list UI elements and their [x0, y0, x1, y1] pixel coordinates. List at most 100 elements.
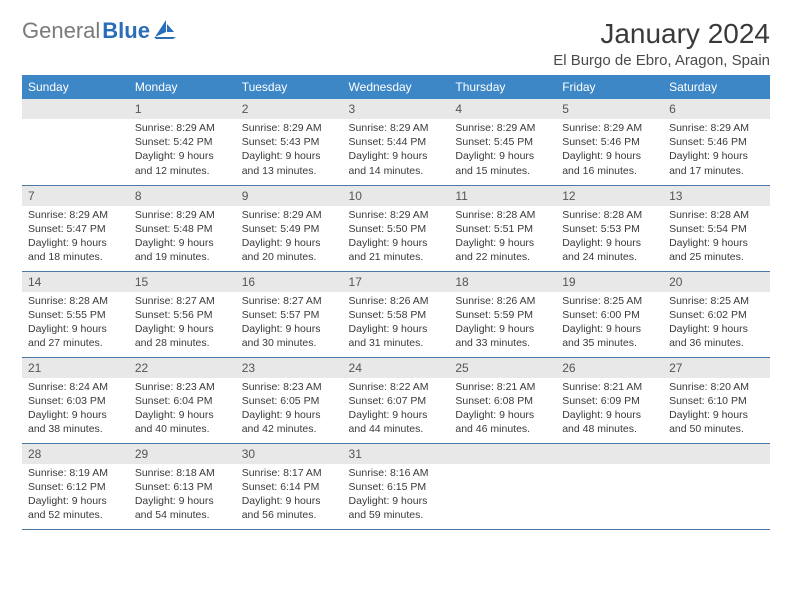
day-line: Sunrise: 8:27 AM: [135, 294, 230, 308]
day-number: 6: [663, 99, 770, 119]
day-content: Sunrise: 8:29 AMSunset: 5:42 PMDaylight:…: [129, 119, 236, 182]
day-line: Sunset: 5:50 PM: [349, 222, 444, 236]
calendar-cell: 22Sunrise: 8:23 AMSunset: 6:04 PMDayligh…: [129, 357, 236, 443]
day-number: 3: [343, 99, 450, 119]
day-line: and 12 minutes.: [135, 164, 230, 178]
day-number: 14: [22, 272, 129, 292]
day-line: Sunset: 6:02 PM: [669, 308, 764, 322]
weekday-header: Wednesday: [343, 75, 450, 99]
day-line: Daylight: 9 hours: [349, 322, 444, 336]
day-number: 17: [343, 272, 450, 292]
day-content: Sunrise: 8:29 AMSunset: 5:47 PMDaylight:…: [22, 206, 129, 269]
weekday-header: Monday: [129, 75, 236, 99]
day-content: Sunrise: 8:29 AMSunset: 5:46 PMDaylight:…: [663, 119, 770, 182]
day-line: and 27 minutes.: [28, 336, 123, 350]
day-line: Sunrise: 8:24 AM: [28, 380, 123, 394]
day-content: Sunrise: 8:16 AMSunset: 6:15 PMDaylight:…: [343, 464, 450, 527]
sail-icon: [154, 19, 176, 44]
calendar-cell: 26Sunrise: 8:21 AMSunset: 6:09 PMDayligh…: [556, 357, 663, 443]
calendar-cell: 24Sunrise: 8:22 AMSunset: 6:07 PMDayligh…: [343, 357, 450, 443]
day-number: 12: [556, 186, 663, 206]
calendar-cell: 13Sunrise: 8:28 AMSunset: 5:54 PMDayligh…: [663, 185, 770, 271]
day-line: Sunrise: 8:29 AM: [349, 208, 444, 222]
day-line: and 33 minutes.: [455, 336, 550, 350]
weekday-header: Thursday: [449, 75, 556, 99]
day-content: Sunrise: 8:26 AMSunset: 5:59 PMDaylight:…: [449, 292, 556, 355]
day-number: 7: [22, 186, 129, 206]
month-title: January 2024: [553, 18, 770, 50]
calendar-cell: 18Sunrise: 8:26 AMSunset: 5:59 PMDayligh…: [449, 271, 556, 357]
day-content: Sunrise: 8:20 AMSunset: 6:10 PMDaylight:…: [663, 378, 770, 441]
location: El Burgo de Ebro, Aragon, Spain: [553, 52, 770, 69]
calendar-cell: 1Sunrise: 8:29 AMSunset: 5:42 PMDaylight…: [129, 99, 236, 185]
day-content: Sunrise: 8:28 AMSunset: 5:53 PMDaylight:…: [556, 206, 663, 269]
calendar-cell: 30Sunrise: 8:17 AMSunset: 6:14 PMDayligh…: [236, 443, 343, 529]
day-line: Sunset: 6:04 PM: [135, 394, 230, 408]
day-line: Sunrise: 8:29 AM: [455, 121, 550, 135]
day-line: Daylight: 9 hours: [455, 408, 550, 422]
day-line: Sunrise: 8:29 AM: [562, 121, 657, 135]
day-content: Sunrise: 8:19 AMSunset: 6:12 PMDaylight:…: [22, 464, 129, 527]
calendar-table: Sunday Monday Tuesday Wednesday Thursday…: [22, 75, 770, 530]
day-number: 21: [22, 358, 129, 378]
day-line: and 30 minutes.: [242, 336, 337, 350]
day-line: and 15 minutes.: [455, 164, 550, 178]
day-line: Daylight: 9 hours: [28, 236, 123, 250]
day-content: Sunrise: 8:21 AMSunset: 6:08 PMDaylight:…: [449, 378, 556, 441]
day-line: Daylight: 9 hours: [562, 322, 657, 336]
day-line: Daylight: 9 hours: [28, 408, 123, 422]
day-content: Sunrise: 8:18 AMSunset: 6:13 PMDaylight:…: [129, 464, 236, 527]
day-line: Sunset: 5:56 PM: [135, 308, 230, 322]
calendar-cell: 29Sunrise: 8:18 AMSunset: 6:13 PMDayligh…: [129, 443, 236, 529]
day-line: Sunset: 5:46 PM: [562, 135, 657, 149]
calendar-cell: [22, 99, 129, 185]
day-number: 23: [236, 358, 343, 378]
day-line: Sunrise: 8:21 AM: [455, 380, 550, 394]
day-number: 11: [449, 186, 556, 206]
day-line: and 24 minutes.: [562, 250, 657, 264]
day-line: Sunrise: 8:28 AM: [455, 208, 550, 222]
day-line: Sunrise: 8:26 AM: [349, 294, 444, 308]
day-line: Sunrise: 8:29 AM: [349, 121, 444, 135]
day-line: Sunrise: 8:25 AM: [562, 294, 657, 308]
day-line: and 56 minutes.: [242, 508, 337, 522]
day-content: Sunrise: 8:24 AMSunset: 6:03 PMDaylight:…: [22, 378, 129, 441]
day-line: Sunset: 5:45 PM: [455, 135, 550, 149]
day-number: 15: [129, 272, 236, 292]
calendar-cell: 7Sunrise: 8:29 AMSunset: 5:47 PMDaylight…: [22, 185, 129, 271]
day-line: Sunrise: 8:19 AM: [28, 466, 123, 480]
calendar-cell: 31Sunrise: 8:16 AMSunset: 6:15 PMDayligh…: [343, 443, 450, 529]
day-line: Sunset: 6:10 PM: [669, 394, 764, 408]
day-line: Sunset: 5:44 PM: [349, 135, 444, 149]
day-line: Sunset: 5:51 PM: [455, 222, 550, 236]
calendar-cell: 16Sunrise: 8:27 AMSunset: 5:57 PMDayligh…: [236, 271, 343, 357]
calendar-cell: [556, 443, 663, 529]
day-number: 4: [449, 99, 556, 119]
day-line: Daylight: 9 hours: [242, 408, 337, 422]
weekday-header: Saturday: [663, 75, 770, 99]
day-content: Sunrise: 8:25 AMSunset: 6:00 PMDaylight:…: [556, 292, 663, 355]
day-number: 28: [22, 444, 129, 464]
day-line: Sunrise: 8:22 AM: [349, 380, 444, 394]
day-line: and 40 minutes.: [135, 422, 230, 436]
day-line: and 28 minutes.: [135, 336, 230, 350]
day-line: Sunset: 6:03 PM: [28, 394, 123, 408]
day-content: Sunrise: 8:28 AMSunset: 5:54 PMDaylight:…: [663, 206, 770, 269]
day-line: Sunset: 5:43 PM: [242, 135, 337, 149]
day-line: Sunrise: 8:20 AM: [669, 380, 764, 394]
day-line: Sunrise: 8:27 AM: [242, 294, 337, 308]
day-line: Sunset: 5:57 PM: [242, 308, 337, 322]
day-line: Daylight: 9 hours: [349, 236, 444, 250]
day-number: 24: [343, 358, 450, 378]
day-line: Sunrise: 8:17 AM: [242, 466, 337, 480]
day-line: Sunrise: 8:29 AM: [135, 208, 230, 222]
day-line: Sunset: 5:49 PM: [242, 222, 337, 236]
calendar-cell: 15Sunrise: 8:27 AMSunset: 5:56 PMDayligh…: [129, 271, 236, 357]
day-line: Daylight: 9 hours: [455, 236, 550, 250]
logo-text-gray: General: [22, 18, 100, 44]
calendar-cell: 20Sunrise: 8:25 AMSunset: 6:02 PMDayligh…: [663, 271, 770, 357]
day-line: Daylight: 9 hours: [242, 236, 337, 250]
day-line: Daylight: 9 hours: [242, 322, 337, 336]
empty-day-header: [663, 444, 770, 464]
day-number: 20: [663, 272, 770, 292]
